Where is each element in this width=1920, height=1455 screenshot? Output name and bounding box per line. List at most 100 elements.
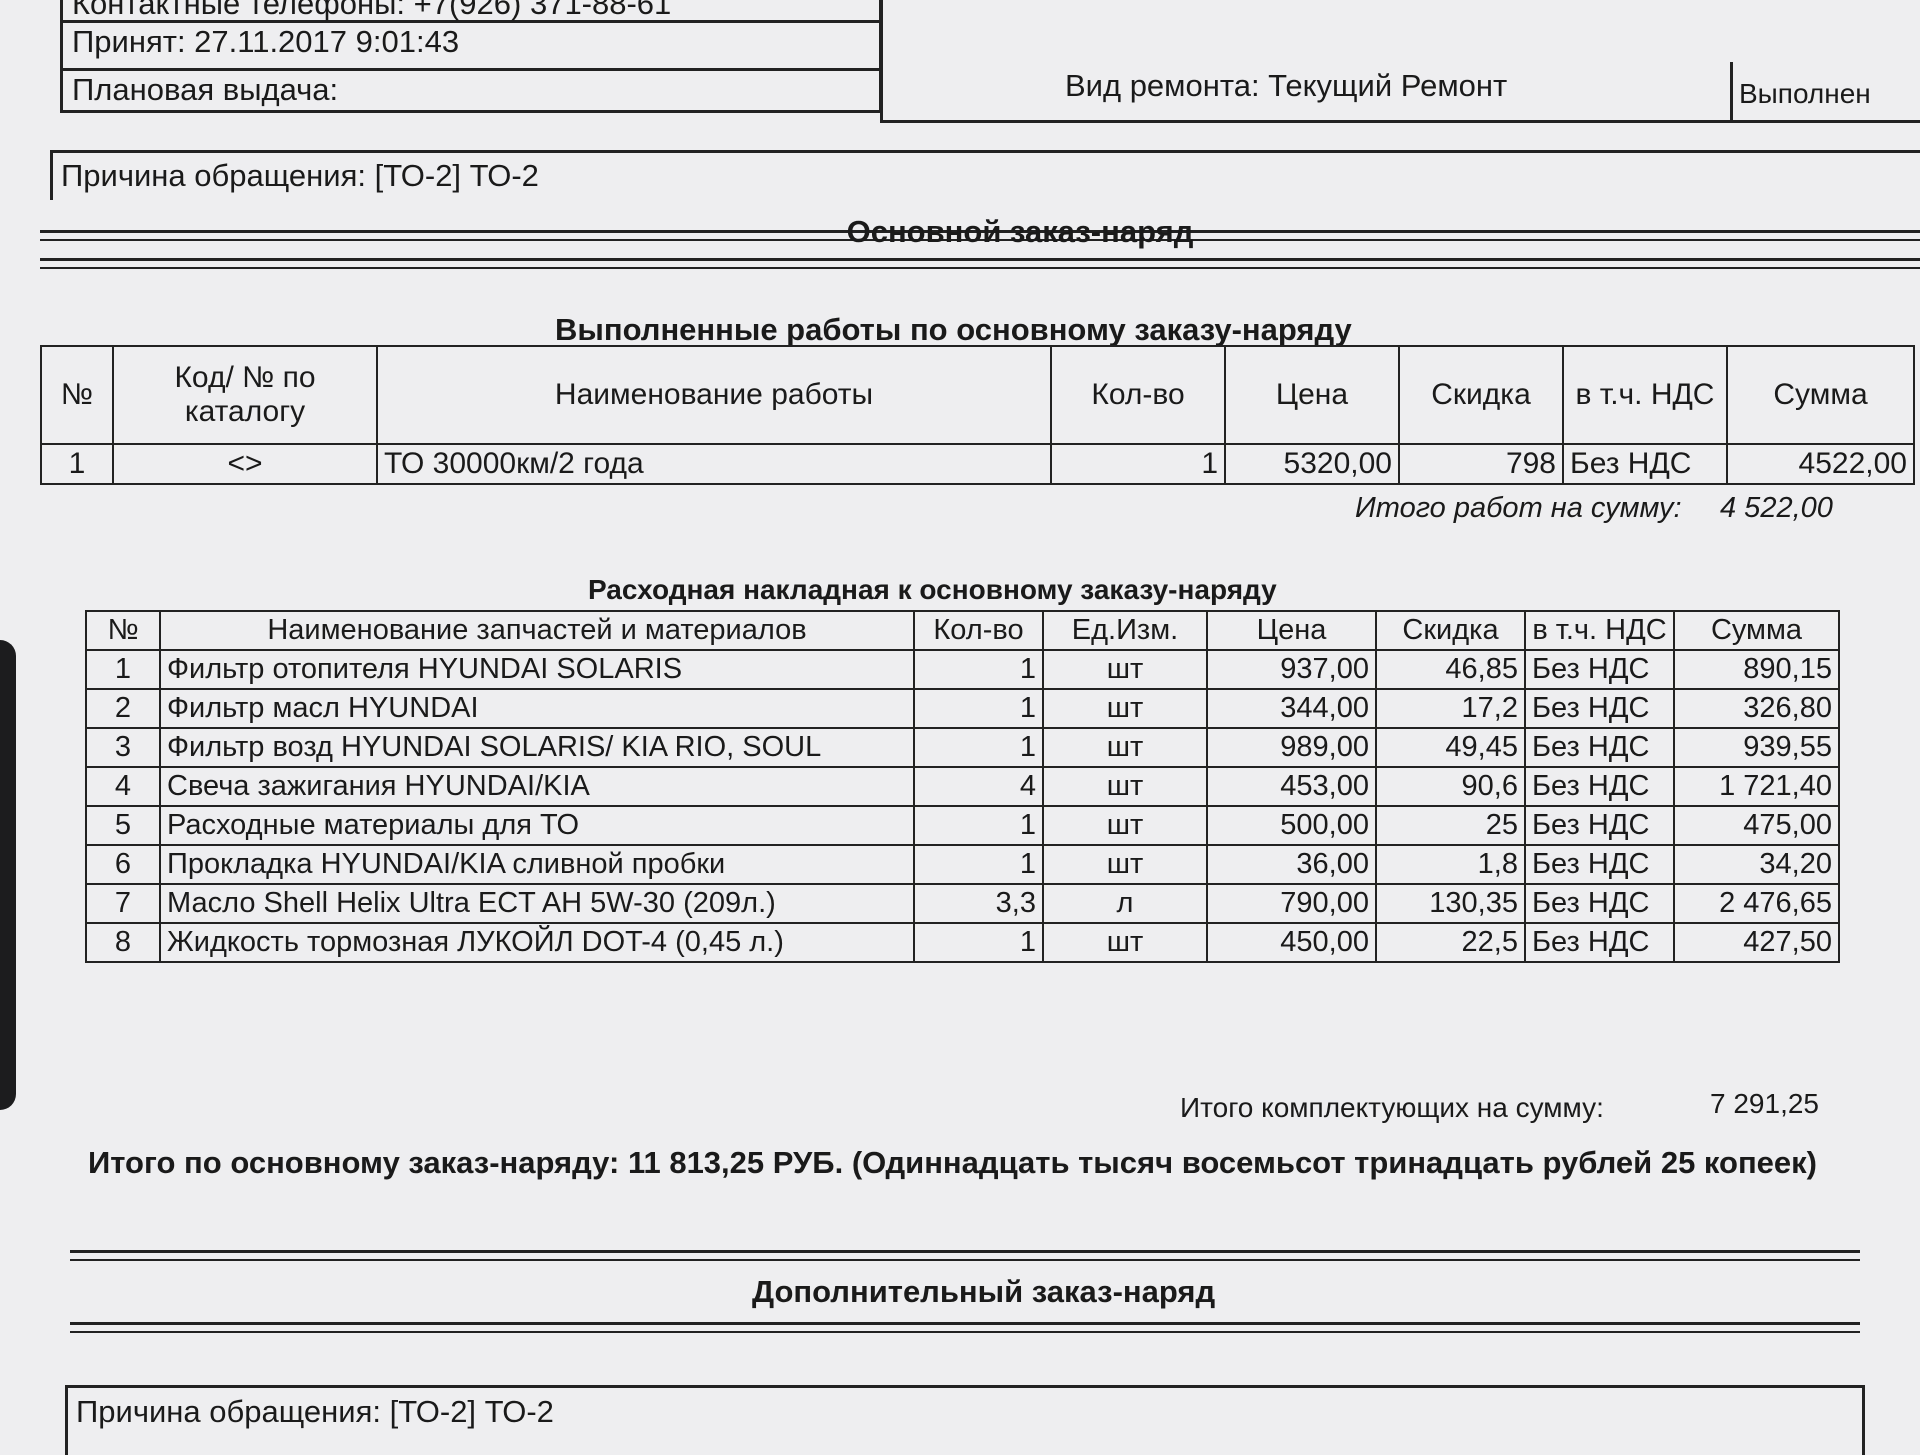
cell: 989,00 bbox=[1206, 727, 1377, 768]
cell: 1 bbox=[85, 649, 161, 690]
table-row: 4 Свеча зажигания HYUNDAI/KIA 4 шт 453,00 90,… bbox=[85, 766, 1840, 807]
table-row: 2 Фильтр масл HYUNDAI 1 шт 344,00 17,2 Без НДС… bbox=[85, 688, 1840, 729]
additional-order-title: Дополнительный заказ-наряд bbox=[752, 1274, 1216, 1309]
cell: шт bbox=[1042, 766, 1208, 807]
divider bbox=[40, 258, 1920, 269]
col-header: № bbox=[85, 610, 161, 651]
cell: 25 bbox=[1375, 805, 1526, 846]
divider bbox=[70, 1250, 1860, 1261]
cell: Без НДС bbox=[1524, 766, 1675, 807]
works-total-label: Итого работ на сумму: bbox=[1355, 492, 1682, 524]
table-row: 7 Масло Shell Helix Ultra ECT AH 5W-30 (2… bbox=[85, 883, 1840, 924]
cell: 1 bbox=[913, 844, 1044, 885]
cell: 1 bbox=[913, 922, 1044, 963]
cell: 5 bbox=[85, 805, 161, 846]
cell: Без НДС bbox=[1562, 443, 1728, 485]
cell: Жидкость тормозная ЛУКОЙЛ DOT-4 (0,45 л.… bbox=[159, 922, 915, 963]
parts-table: № Наименование запчастей и материалов Ко… bbox=[85, 610, 1840, 963]
col-header: Наименование запчастей и материалов bbox=[159, 610, 915, 651]
cell: 22,5 bbox=[1375, 922, 1526, 963]
col-header: № bbox=[40, 345, 114, 445]
col-header: Кол-во bbox=[913, 610, 1044, 651]
cell: 890,15 bbox=[1673, 649, 1840, 690]
additional-reason-box: Причина обращения: [ТО-2] ТО-2 bbox=[65, 1385, 1865, 1455]
table-row: 6 Прокладка HYUNDAI/KIA сливной пробки 1 шт… bbox=[85, 844, 1840, 885]
cell: 49,45 bbox=[1375, 727, 1526, 768]
reason: Причина обращения: [ТО-2] ТО-2 bbox=[61, 158, 539, 193]
cell: 939,55 bbox=[1673, 727, 1840, 768]
divider bbox=[60, 20, 882, 23]
table-header-row: № Код/ № по каталогу Наименование работы… bbox=[40, 345, 1915, 445]
col-header: Скидка bbox=[1398, 345, 1564, 445]
cell: 6 bbox=[85, 844, 161, 885]
col-header: Цена bbox=[1224, 345, 1400, 445]
repair-type: Вид ремонта: Текущий Ремонт bbox=[1065, 68, 1508, 103]
accepted-date: Принят: 27.11.2017 9:01:43 bbox=[72, 24, 460, 59]
cell: 36,00 bbox=[1206, 844, 1377, 885]
cell: 1 bbox=[40, 443, 114, 485]
cell: Без НДС bbox=[1524, 649, 1675, 690]
col-header: Ед.Изм. bbox=[1042, 610, 1208, 651]
cell: Свеча зажигания HYUNDAI/KIA bbox=[159, 766, 915, 807]
cell: 2 476,65 bbox=[1673, 883, 1840, 924]
cell: 326,80 bbox=[1673, 688, 1840, 729]
col-header: Цена bbox=[1206, 610, 1377, 651]
cell: 1 bbox=[1050, 443, 1226, 485]
cell: 4522,00 bbox=[1726, 443, 1915, 485]
cell: ТО 30000км/2 года bbox=[376, 443, 1052, 485]
cell: <> bbox=[112, 443, 378, 485]
planned-issue: Плановая выдача: bbox=[72, 72, 339, 107]
cell: шт bbox=[1042, 649, 1208, 690]
col-header: Скидка bbox=[1375, 610, 1526, 651]
cell: 17,2 bbox=[1375, 688, 1526, 729]
cell: 798 bbox=[1398, 443, 1564, 485]
cell: 1 bbox=[913, 727, 1044, 768]
cell: Расходные материалы для ТО bbox=[159, 805, 915, 846]
works-table: № Код/ № по каталогу Наименование работы… bbox=[40, 345, 1915, 485]
status-cell: Выполнен bbox=[1730, 62, 1905, 120]
parts-total: 7 291,25 bbox=[1710, 1088, 1819, 1119]
cell: 7 bbox=[85, 883, 161, 924]
parts-total-label: Итого комплектующих на сумму: bbox=[1180, 1092, 1604, 1123]
grand-total: Итого по основному заказ-наряду: 11 813,… bbox=[88, 1145, 1818, 1180]
cell: 500,00 bbox=[1206, 805, 1377, 846]
additional-reason: Причина обращения: [ТО-2] ТО-2 bbox=[76, 1394, 554, 1429]
contacts: Контактные телефоны: +7(926) 371-88-61 bbox=[72, 0, 672, 21]
cell: 1 721,40 bbox=[1673, 766, 1840, 807]
cell: 1 bbox=[913, 688, 1044, 729]
cell: Без НДС bbox=[1524, 727, 1675, 768]
cell: 453,00 bbox=[1206, 766, 1377, 807]
works-title: Выполненные работы по основному заказу-н… bbox=[555, 312, 1352, 347]
table-row: 1 <> ТО 30000км/2 года 1 5320,00 798 Без… bbox=[40, 443, 1915, 485]
cell: 46,85 bbox=[1375, 649, 1526, 690]
cell: 8 bbox=[85, 922, 161, 963]
col-header: в т.ч. НДС bbox=[1562, 345, 1728, 445]
cell: шт bbox=[1042, 844, 1208, 885]
cell: 2 bbox=[85, 688, 161, 729]
table-header-row: № Наименование запчастей и материалов Ко… bbox=[85, 610, 1840, 651]
cell: шт bbox=[1042, 727, 1208, 768]
cell: 937,00 bbox=[1206, 649, 1377, 690]
table-row: 5 Расходные материалы для ТО 1 шт 500,00 25 Бе… bbox=[85, 805, 1840, 846]
cell: Без НДС bbox=[1524, 688, 1675, 729]
divider bbox=[60, 68, 882, 71]
cell: Масло Shell Helix Ultra ECT AH 5W-30 (20… bbox=[159, 883, 915, 924]
cell: Без НДС bbox=[1524, 844, 1675, 885]
reason-box: Причина обращения: [ТО-2] ТО-2 bbox=[50, 150, 1920, 200]
cell: 5320,00 bbox=[1224, 443, 1400, 485]
cell: 475,00 bbox=[1673, 805, 1840, 846]
cell: Прокладка HYUNDAI/KIA сливной пробки bbox=[159, 844, 915, 885]
main-order-title: Основной заказ-наряд bbox=[846, 214, 1194, 249]
table-row: 1 Фильтр отопителя HYUNDAI SOLARIS 1 шт 937,… bbox=[85, 649, 1840, 690]
table-row: 8 Жидкость тормозная ЛУКОЙЛ DOT-4 (0,45 л… bbox=[85, 922, 1840, 963]
cell: 90,6 bbox=[1375, 766, 1526, 807]
cell: Без НДС bbox=[1524, 883, 1675, 924]
cell: 1,8 bbox=[1375, 844, 1526, 885]
cell: Фильтр возд HYUNDAI SOLARIS/ KIA RIO, SO… bbox=[159, 727, 915, 768]
cell: 1 bbox=[913, 805, 1044, 846]
cell: 344,00 bbox=[1206, 688, 1377, 729]
col-header: Код/ № по каталогу bbox=[112, 345, 378, 445]
cell: шт bbox=[1042, 688, 1208, 729]
parts-title: Расходная накладная к основному заказу-н… bbox=[588, 574, 1277, 605]
cell: 34,20 bbox=[1673, 844, 1840, 885]
